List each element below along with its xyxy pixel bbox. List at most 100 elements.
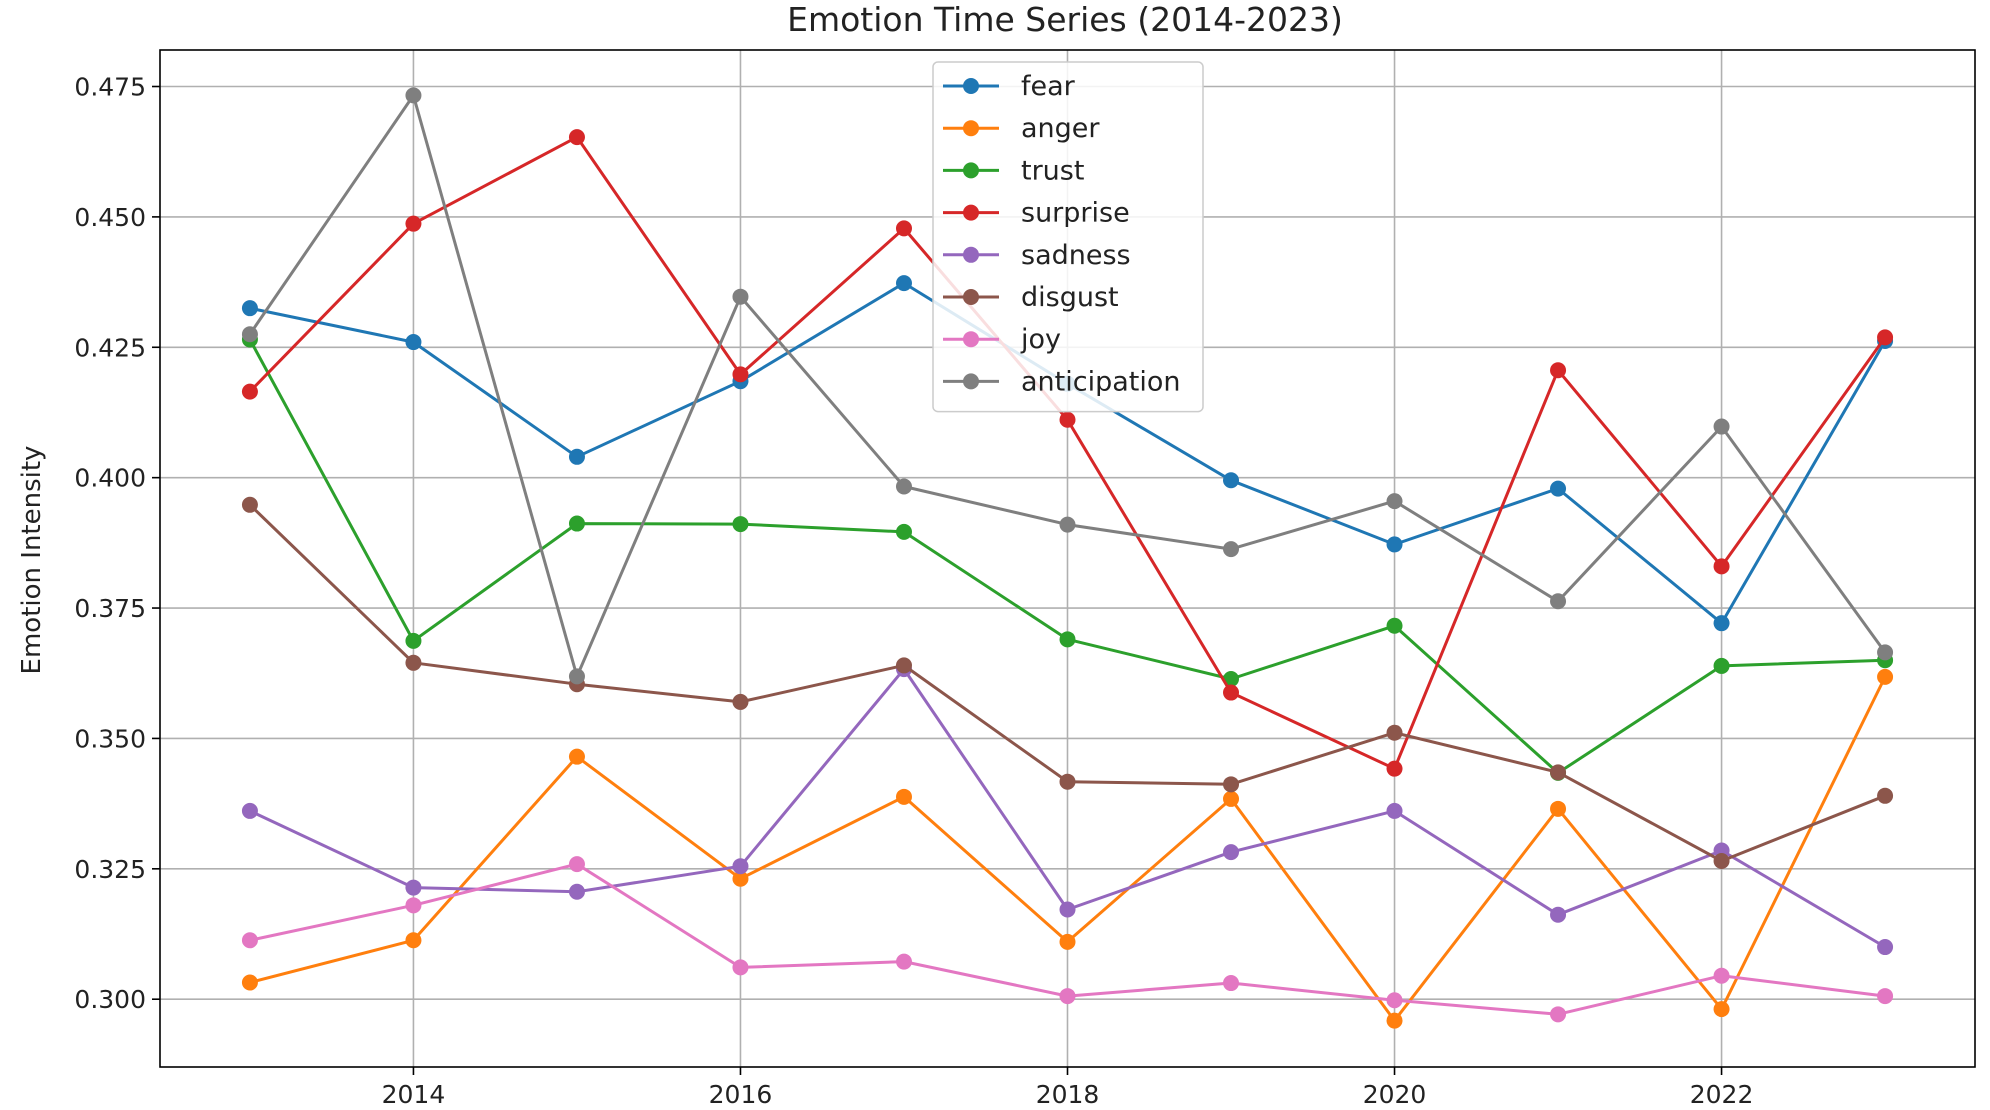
- data-point-anger: [732, 870, 749, 887]
- data-point-disgust: [1223, 776, 1240, 793]
- legend-item-sadness: sadness: [943, 240, 1131, 271]
- data-point-anticipation: [1386, 493, 1403, 510]
- data-point-disgust: [1386, 724, 1403, 741]
- data-point-fear: [895, 275, 912, 292]
- data-point-anger: [405, 932, 422, 949]
- legend-label: surprise: [1021, 198, 1130, 229]
- data-point-disgust: [895, 657, 912, 674]
- data-point-sadness: [1059, 901, 1076, 918]
- legend-item-joy: joy: [943, 324, 1061, 355]
- data-point-anticipation: [1550, 593, 1567, 610]
- data-point-anticipation: [732, 288, 749, 305]
- data-point-joy: [1223, 975, 1240, 992]
- data-point-fear: [1223, 472, 1240, 489]
- data-point-surprise: [405, 215, 422, 232]
- data-point-anticipation: [1713, 418, 1730, 435]
- x-tick-label: 2022: [1690, 1080, 1754, 1109]
- series-joy: [241, 856, 1894, 1023]
- data-point-sadness: [1550, 906, 1567, 923]
- data-point-anger: [568, 748, 585, 765]
- y-tick-label: 0.325: [74, 855, 146, 884]
- data-point-joy: [1713, 967, 1730, 984]
- y-axis-title: Emotion Intensity: [17, 446, 47, 675]
- data-point-fear: [1550, 480, 1567, 497]
- data-point-anger: [1877, 668, 1894, 685]
- y-tick-label: 0.375: [74, 594, 146, 623]
- legend-item-anger: anger: [943, 113, 1100, 144]
- data-point-joy: [895, 953, 912, 970]
- data-point-anger: [895, 788, 912, 805]
- data-point-trust: [1386, 617, 1403, 634]
- data-point-trust: [1713, 657, 1730, 674]
- data-point-disgust: [1550, 764, 1567, 781]
- data-point-surprise: [1713, 558, 1730, 575]
- legend-label: disgust: [1021, 282, 1119, 313]
- data-point-anticipation: [1877, 644, 1894, 661]
- legend-swatch-marker: [963, 246, 979, 263]
- legend-swatch-marker: [963, 331, 979, 348]
- data-point-fear: [405, 334, 422, 351]
- x-tick-label: 2020: [1363, 1080, 1427, 1109]
- data-point-sadness: [1877, 939, 1894, 956]
- data-point-anticipation: [405, 87, 422, 104]
- x-tick-label: 2014: [382, 1080, 446, 1109]
- y-tick-label: 0.450: [74, 203, 146, 232]
- series-anticipation: [241, 87, 1894, 685]
- x-tick-label: 2018: [1036, 1080, 1100, 1109]
- series-sadness: [241, 661, 1894, 956]
- x-tick-label: 2016: [709, 1080, 773, 1109]
- legend-label: joy: [1020, 324, 1061, 355]
- legend-swatch-marker: [963, 120, 979, 137]
- data-point-joy: [732, 959, 749, 976]
- data-point-anger: [1713, 1001, 1730, 1018]
- data-point-disgust: [1059, 773, 1076, 790]
- data-point-trust: [895, 523, 912, 540]
- data-point-anticipation: [1059, 516, 1076, 533]
- y-tick-label: 0.475: [74, 73, 146, 102]
- y-tick-label: 0.350: [74, 724, 146, 753]
- ticks-layer: 2014 2016 2018 2020 2022 0.300 0.325 0.350 0.375…: [74, 73, 1753, 1109]
- data-point-disgust: [241, 496, 258, 513]
- legend-label: anger: [1021, 113, 1100, 144]
- data-point-disgust: [1877, 787, 1894, 804]
- data-point-joy: [1550, 1006, 1567, 1023]
- data-point-joy: [1386, 992, 1403, 1009]
- data-point-joy: [405, 897, 422, 914]
- data-point-anticipation: [568, 668, 585, 685]
- legend-label: fear: [1021, 71, 1076, 102]
- legend-swatch-marker: [963, 162, 979, 179]
- legend-swatch-marker: [963, 204, 979, 221]
- legend-item-disgust: disgust: [943, 282, 1119, 313]
- series-disgust: [241, 496, 1894, 869]
- legend-label: trust: [1021, 155, 1084, 186]
- legend-item-trust: trust: [943, 155, 1084, 186]
- data-point-sadness: [1386, 802, 1403, 819]
- data-point-trust: [405, 632, 422, 649]
- data-point-anger: [1550, 800, 1567, 817]
- legend-swatch-marker: [963, 78, 979, 94]
- data-point-sadness: [732, 858, 749, 875]
- data-point-fear: [1386, 536, 1403, 553]
- data-point-surprise: [1223, 684, 1240, 701]
- legend-label: anticipation: [1021, 366, 1181, 397]
- data-point-surprise: [1877, 329, 1894, 346]
- data-point-trust: [1059, 631, 1076, 648]
- y-tick-label: 0.425: [74, 333, 146, 362]
- data-point-trust: [568, 515, 585, 532]
- data-point-surprise: [732, 366, 749, 383]
- data-point-surprise: [895, 220, 912, 237]
- legend: fear anger trust surprise sadness disgust joy a…: [932, 61, 1204, 413]
- y-tick-label: 0.400: [74, 464, 146, 493]
- data-point-surprise: [241, 383, 258, 400]
- data-point-surprise: [1550, 362, 1567, 379]
- data-point-surprise: [1059, 411, 1076, 428]
- legend-box: [932, 61, 1204, 413]
- data-point-anger: [1386, 1012, 1403, 1029]
- legend-swatch-marker: [963, 289, 979, 305]
- data-point-anger: [1223, 790, 1240, 807]
- chart-title: Emotion Time Series (2014-2023): [787, 0, 1343, 39]
- data-point-trust: [732, 516, 749, 533]
- data-point-fear: [241, 300, 258, 317]
- data-point-anger: [1059, 933, 1076, 950]
